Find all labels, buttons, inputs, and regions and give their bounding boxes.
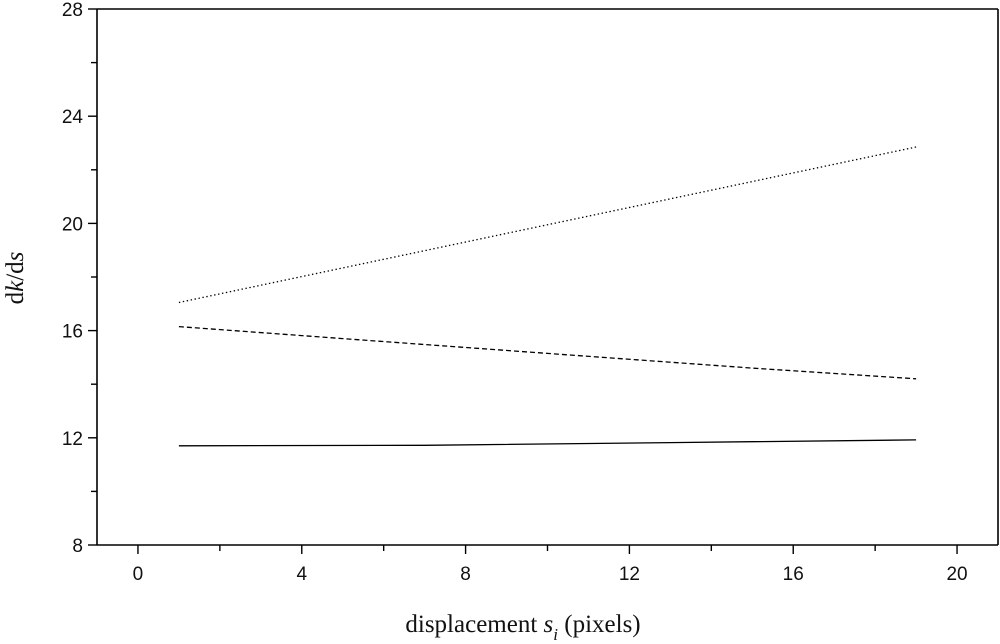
x-tick-label: 8 xyxy=(460,564,471,585)
x-axis-label-prefix: displacement xyxy=(405,611,543,638)
y-axis-label: dk/ds xyxy=(2,252,29,305)
plot-series xyxy=(178,146,917,447)
y-tick-label: 8 xyxy=(72,536,83,557)
solid-series-line xyxy=(178,439,917,447)
y-axis-label-k: k xyxy=(2,280,29,292)
y-axis-label-d1: d xyxy=(2,291,29,304)
x-tick-label: 20 xyxy=(946,564,967,585)
y-axis-label-slash-d: /d xyxy=(2,261,29,281)
dashed-series-line xyxy=(178,325,917,380)
y-tick-label: 16 xyxy=(62,322,83,343)
x-tick-label: 16 xyxy=(783,564,804,585)
x-axis-label-suffix: (pixels) xyxy=(558,611,641,638)
y-tick-label: 12 xyxy=(62,429,83,450)
x-tick-label: 0 xyxy=(133,564,144,585)
x-tick-label: 12 xyxy=(619,564,640,585)
x-tick-label: 4 xyxy=(296,564,307,585)
y-tick-label: 24 xyxy=(62,107,84,128)
y-axis-label-s: s xyxy=(2,252,29,262)
y-tick-label: 28 xyxy=(62,0,83,21)
y-tick-label: 20 xyxy=(62,214,83,235)
dotted-series-line xyxy=(178,146,917,304)
axes: 0 4 8 12 16 20 8 12 16 20 24 28 xyxy=(62,0,999,585)
x-axis-label: displacement si (pixels) xyxy=(405,611,640,644)
x-axis-label-subscript: i xyxy=(553,625,558,644)
x-axis-label-symbol: s xyxy=(544,611,554,638)
